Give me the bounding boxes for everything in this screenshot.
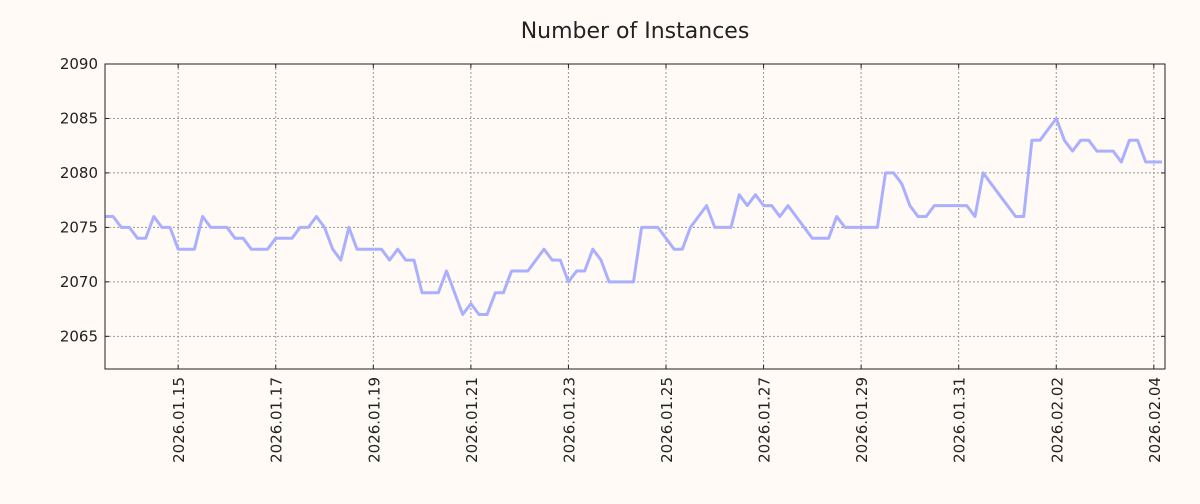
x-tick-label: 2026.01.15 bbox=[170, 377, 188, 463]
y-tick-label: 2065 bbox=[60, 327, 98, 345]
x-tick-label: 2026.01.31 bbox=[951, 377, 969, 463]
x-tick-label: 2026.02.04 bbox=[1146, 377, 1164, 463]
x-axis: 2026.01.15 2026.01.17 2026.01.19 2026.01.21… bbox=[170, 64, 1164, 463]
series-line-instances bbox=[105, 117, 1162, 316]
x-tick-label: 2026.01.23 bbox=[560, 377, 578, 463]
chart-title: Number of Instances bbox=[521, 19, 750, 44]
y-tick-label: 2090 bbox=[60, 55, 98, 73]
x-tick-label: 2026.01.17 bbox=[268, 377, 286, 463]
grid bbox=[105, 63, 1165, 369]
y-tick-label: 2080 bbox=[60, 164, 98, 182]
y-tick-label: 2075 bbox=[60, 218, 98, 236]
x-tick-label: 2026.01.21 bbox=[463, 377, 481, 463]
series-layer bbox=[105, 117, 1162, 316]
y-tick-label: 2070 bbox=[60, 273, 98, 291]
x-tick-label: 2026.01.27 bbox=[756, 377, 774, 463]
x-tick-label: 2026.01.29 bbox=[853, 377, 871, 463]
plot-frame bbox=[104, 63, 1166, 370]
y-axis: 2065 2070 2075 2080 2085 2090 bbox=[60, 55, 1165, 345]
x-tick-label: 2026.01.25 bbox=[658, 377, 676, 463]
y-tick-label: 2085 bbox=[60, 109, 98, 127]
x-tick-label: 2026.01.19 bbox=[365, 377, 383, 463]
x-tick-label: 2026.02.02 bbox=[1048, 377, 1066, 463]
